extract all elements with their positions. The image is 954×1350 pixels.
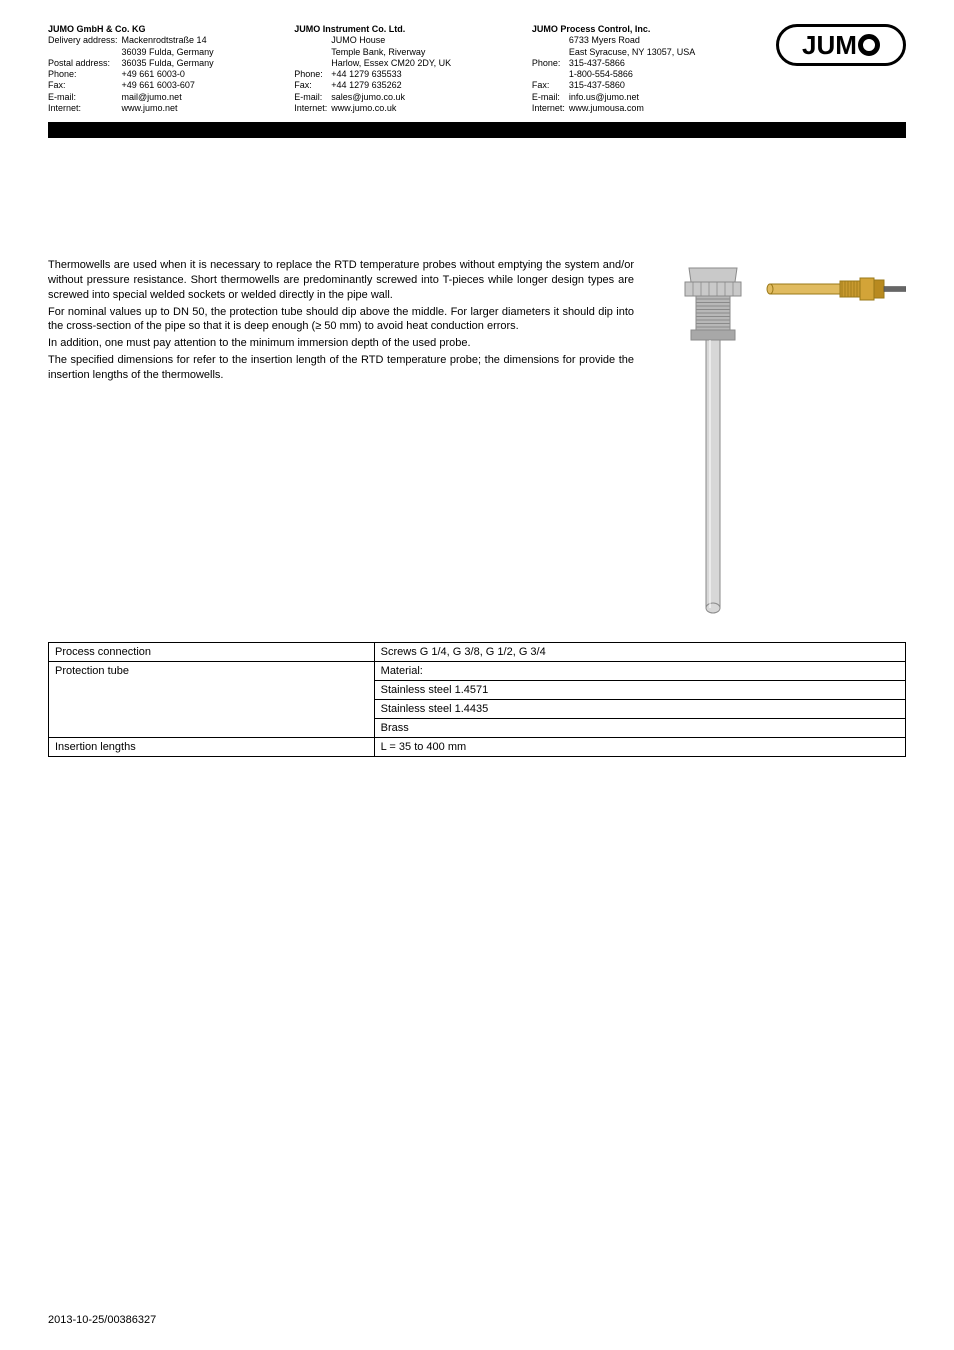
footer-date-id: 2013-10-25/00386327 <box>48 1314 156 1326</box>
product-images <box>646 258 906 618</box>
contact-label <box>294 58 331 69</box>
company-details: Delivery address:Mackenrodtstraße 143603… <box>48 35 216 114</box>
contact-value: 315-437-5866 <box>569 58 697 69</box>
contact-value: +49 661 6003-607 <box>122 80 216 91</box>
contact-value: Mackenrodtstraße 14 <box>122 35 216 46</box>
paragraph: Thermowells are used when it is necessar… <box>48 258 634 303</box>
contact-label: Fax: <box>48 80 122 91</box>
content: Thermowells are used when it is necessar… <box>48 258 906 618</box>
contact-label: Postal address: <box>48 58 122 69</box>
contact-label <box>294 35 331 46</box>
contact-value: +44 1279 635533 <box>331 69 453 80</box>
table-value: Brass <box>374 719 905 738</box>
paragraph: The specified dimensions for refer to th… <box>48 353 634 383</box>
table-value: Screws G 1/4, G 3/8, G 1/2, G 3/4 <box>374 643 905 662</box>
table-row: Insertion lengthsL = 35 to 400 mm <box>49 738 906 757</box>
contact-label: E-mail: <box>294 92 331 103</box>
contact-label: Internet: <box>532 103 569 114</box>
company-de: JUMO GmbH & Co. KG Delivery address:Mack… <box>48 24 216 114</box>
contact-label <box>532 69 569 80</box>
contact-label <box>532 35 569 46</box>
contact-value: mail@jumo.net <box>122 92 216 103</box>
contact-value: JUMO House <box>331 35 453 46</box>
contact-value: East Syracuse, NY 13057, USA <box>569 47 697 58</box>
thermowell-steel-icon <box>668 258 758 618</box>
contact-value: 36039 Fulda, Germany <box>122 47 216 58</box>
company-us: JUMO Process Control, Inc. 6733 Myers Ro… <box>532 24 697 114</box>
company-name: JUMO Instrument Co. Ltd. <box>294 24 453 35</box>
header: JUMO GmbH & Co. KG Delivery address:Mack… <box>48 24 906 114</box>
divider-bar <box>48 122 906 138</box>
paragraph: For nominal values up to DN 50, the prot… <box>48 305 634 335</box>
contact-label: Phone: <box>48 69 122 80</box>
contact-label: Fax: <box>532 80 569 91</box>
contact-label: Phone: <box>532 58 569 69</box>
table-row: Process connectionScrews G 1/4, G 3/8, G… <box>49 643 906 662</box>
contact-label: E-mail: <box>532 92 569 103</box>
contact-value: www.jumo.co.uk <box>331 103 453 114</box>
table-label: Protection tube <box>49 662 375 738</box>
contact-value: 315-437-5860 <box>569 80 697 91</box>
contact-label: Delivery address: <box>48 35 122 46</box>
contact-label: Phone: <box>294 69 331 80</box>
contact-label <box>532 47 569 58</box>
contact-label: Internet: <box>48 103 122 114</box>
table-value: Stainless steel 1.4571 <box>374 681 905 700</box>
thermowell-brass-icon <box>766 264 906 314</box>
company-details: 6733 Myers RoadEast Syracuse, NY 13057, … <box>532 35 697 114</box>
contact-value: info.us@jumo.net <box>569 92 697 103</box>
contact-value: sales@jumo.co.uk <box>331 92 453 103</box>
contact-value: www.jumousa.com <box>569 103 697 114</box>
contact-value: +44 1279 635262 <box>331 80 453 91</box>
contact-value: www.jumo.net <box>122 103 216 114</box>
contact-value: +49 661 6003-0 <box>122 69 216 80</box>
logo-o-icon <box>858 34 880 56</box>
table-label: Insertion lengths <box>49 738 375 757</box>
contact-label: Internet: <box>294 103 331 114</box>
company-details: JUMO HouseTemple Bank, RiverwayHarlow, E… <box>294 35 453 114</box>
contact-value: 36035 Fulda, Germany <box>122 58 216 69</box>
company-name: JUMO Process Control, Inc. <box>532 24 697 35</box>
jumo-logo-icon: JUM <box>776 24 906 66</box>
table-label: Process connection <box>49 643 375 662</box>
technical-data-table: Process connectionScrews G 1/4, G 3/8, G… <box>48 642 906 757</box>
paragraph: In addition, one must pay attention to t… <box>48 336 634 351</box>
company-name: JUMO GmbH & Co. KG <box>48 24 216 35</box>
contact-value: 6733 Myers Road <box>569 35 697 46</box>
table-value: Material: <box>374 662 905 681</box>
contact-label: Fax: <box>294 80 331 91</box>
table-row: Protection tubeMaterial: <box>49 662 906 681</box>
contact-value: Harlow, Essex CM20 2DY, UK <box>331 58 453 69</box>
contact-label: E-mail: <box>48 92 122 103</box>
table-value: L = 35 to 400 mm <box>374 738 905 757</box>
logo-text: JUM <box>802 30 857 61</box>
contact-value: Temple Bank, Riverway <box>331 47 453 58</box>
logo: JUM <box>776 24 906 66</box>
contact-value: 1-800-554-5866 <box>569 69 697 80</box>
company-uk: JUMO Instrument Co. Ltd. JUMO HouseTempl… <box>294 24 453 114</box>
description-text: Thermowells are used when it is necessar… <box>48 258 634 385</box>
contact-label <box>48 47 122 58</box>
table-value: Stainless steel 1.4435 <box>374 700 905 719</box>
contact-label <box>294 47 331 58</box>
